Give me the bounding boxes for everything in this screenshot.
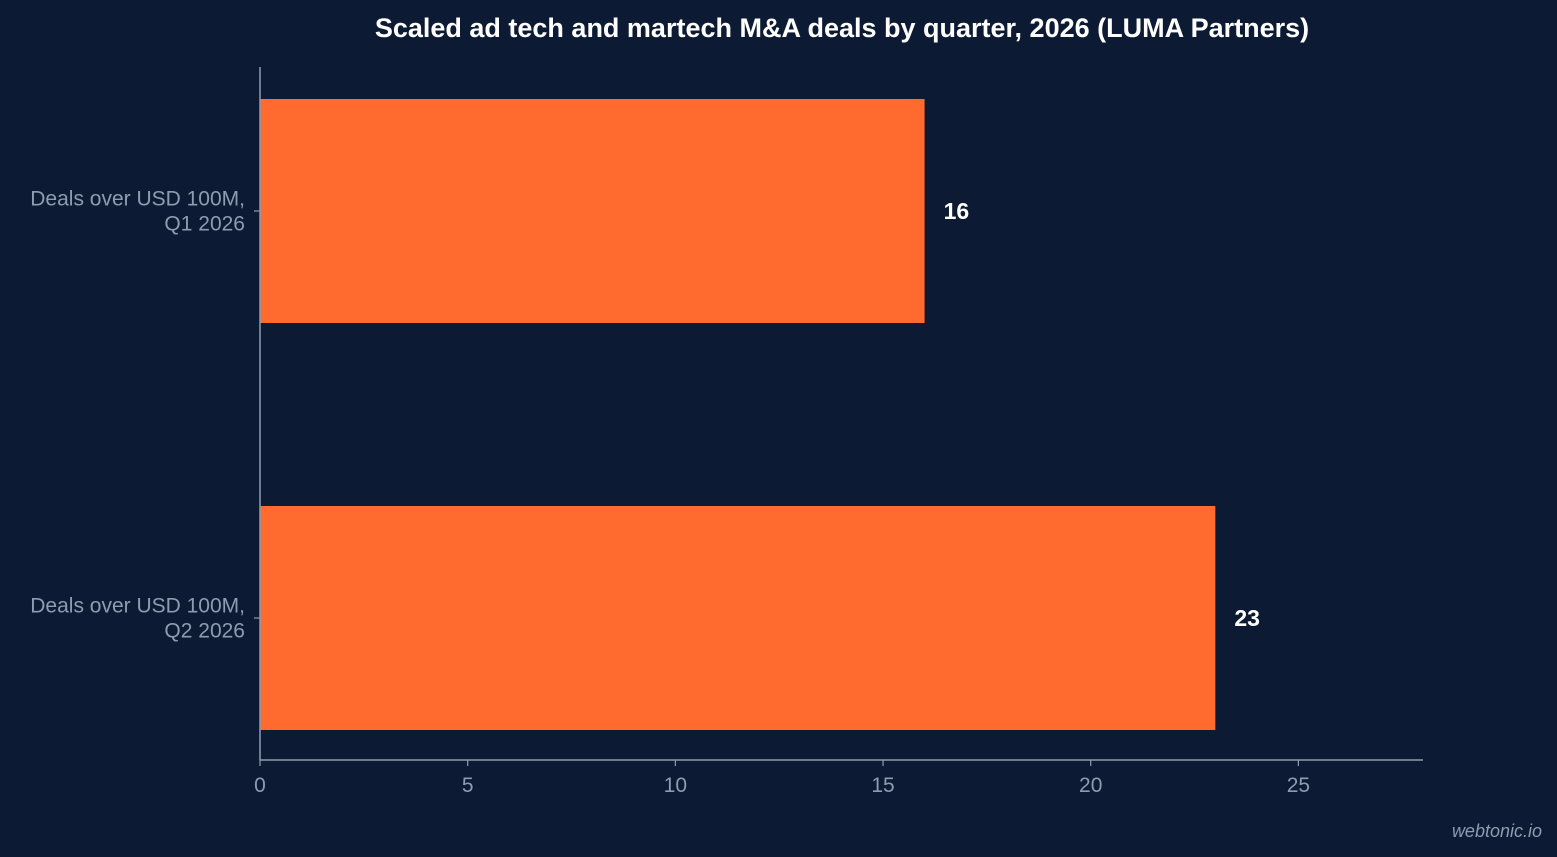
category-label-1-line-2: Q1 2026 <box>164 213 245 236</box>
x-tick-label-5: 5 <box>462 774 474 797</box>
x-tick-label-25: 25 <box>1287 774 1310 797</box>
value-label-1: 16 <box>944 198 970 224</box>
value-label-2: 23 <box>1234 605 1260 631</box>
bars-layer <box>260 99 1216 730</box>
x-tick-label-20: 20 <box>1079 774 1102 797</box>
category-label-2-line-2: Q2 2026 <box>164 620 245 643</box>
category-label-2-line-1: Deals over USD 100M, <box>30 595 245 618</box>
x-tick-label-10: 10 <box>664 774 687 797</box>
bar-2 <box>260 506 1216 730</box>
chart-title: Scaled ad tech and martech M&A deals by … <box>375 13 1309 43</box>
category-label-1-line-1: Deals over USD 100M, <box>30 188 245 211</box>
x-tick-label-0: 0 <box>254 774 266 797</box>
axes-layer <box>254 67 1423 766</box>
bar-1 <box>260 99 925 323</box>
watermark: webtonic.io <box>1451 821 1542 841</box>
x-tick-label-15: 15 <box>871 774 894 797</box>
